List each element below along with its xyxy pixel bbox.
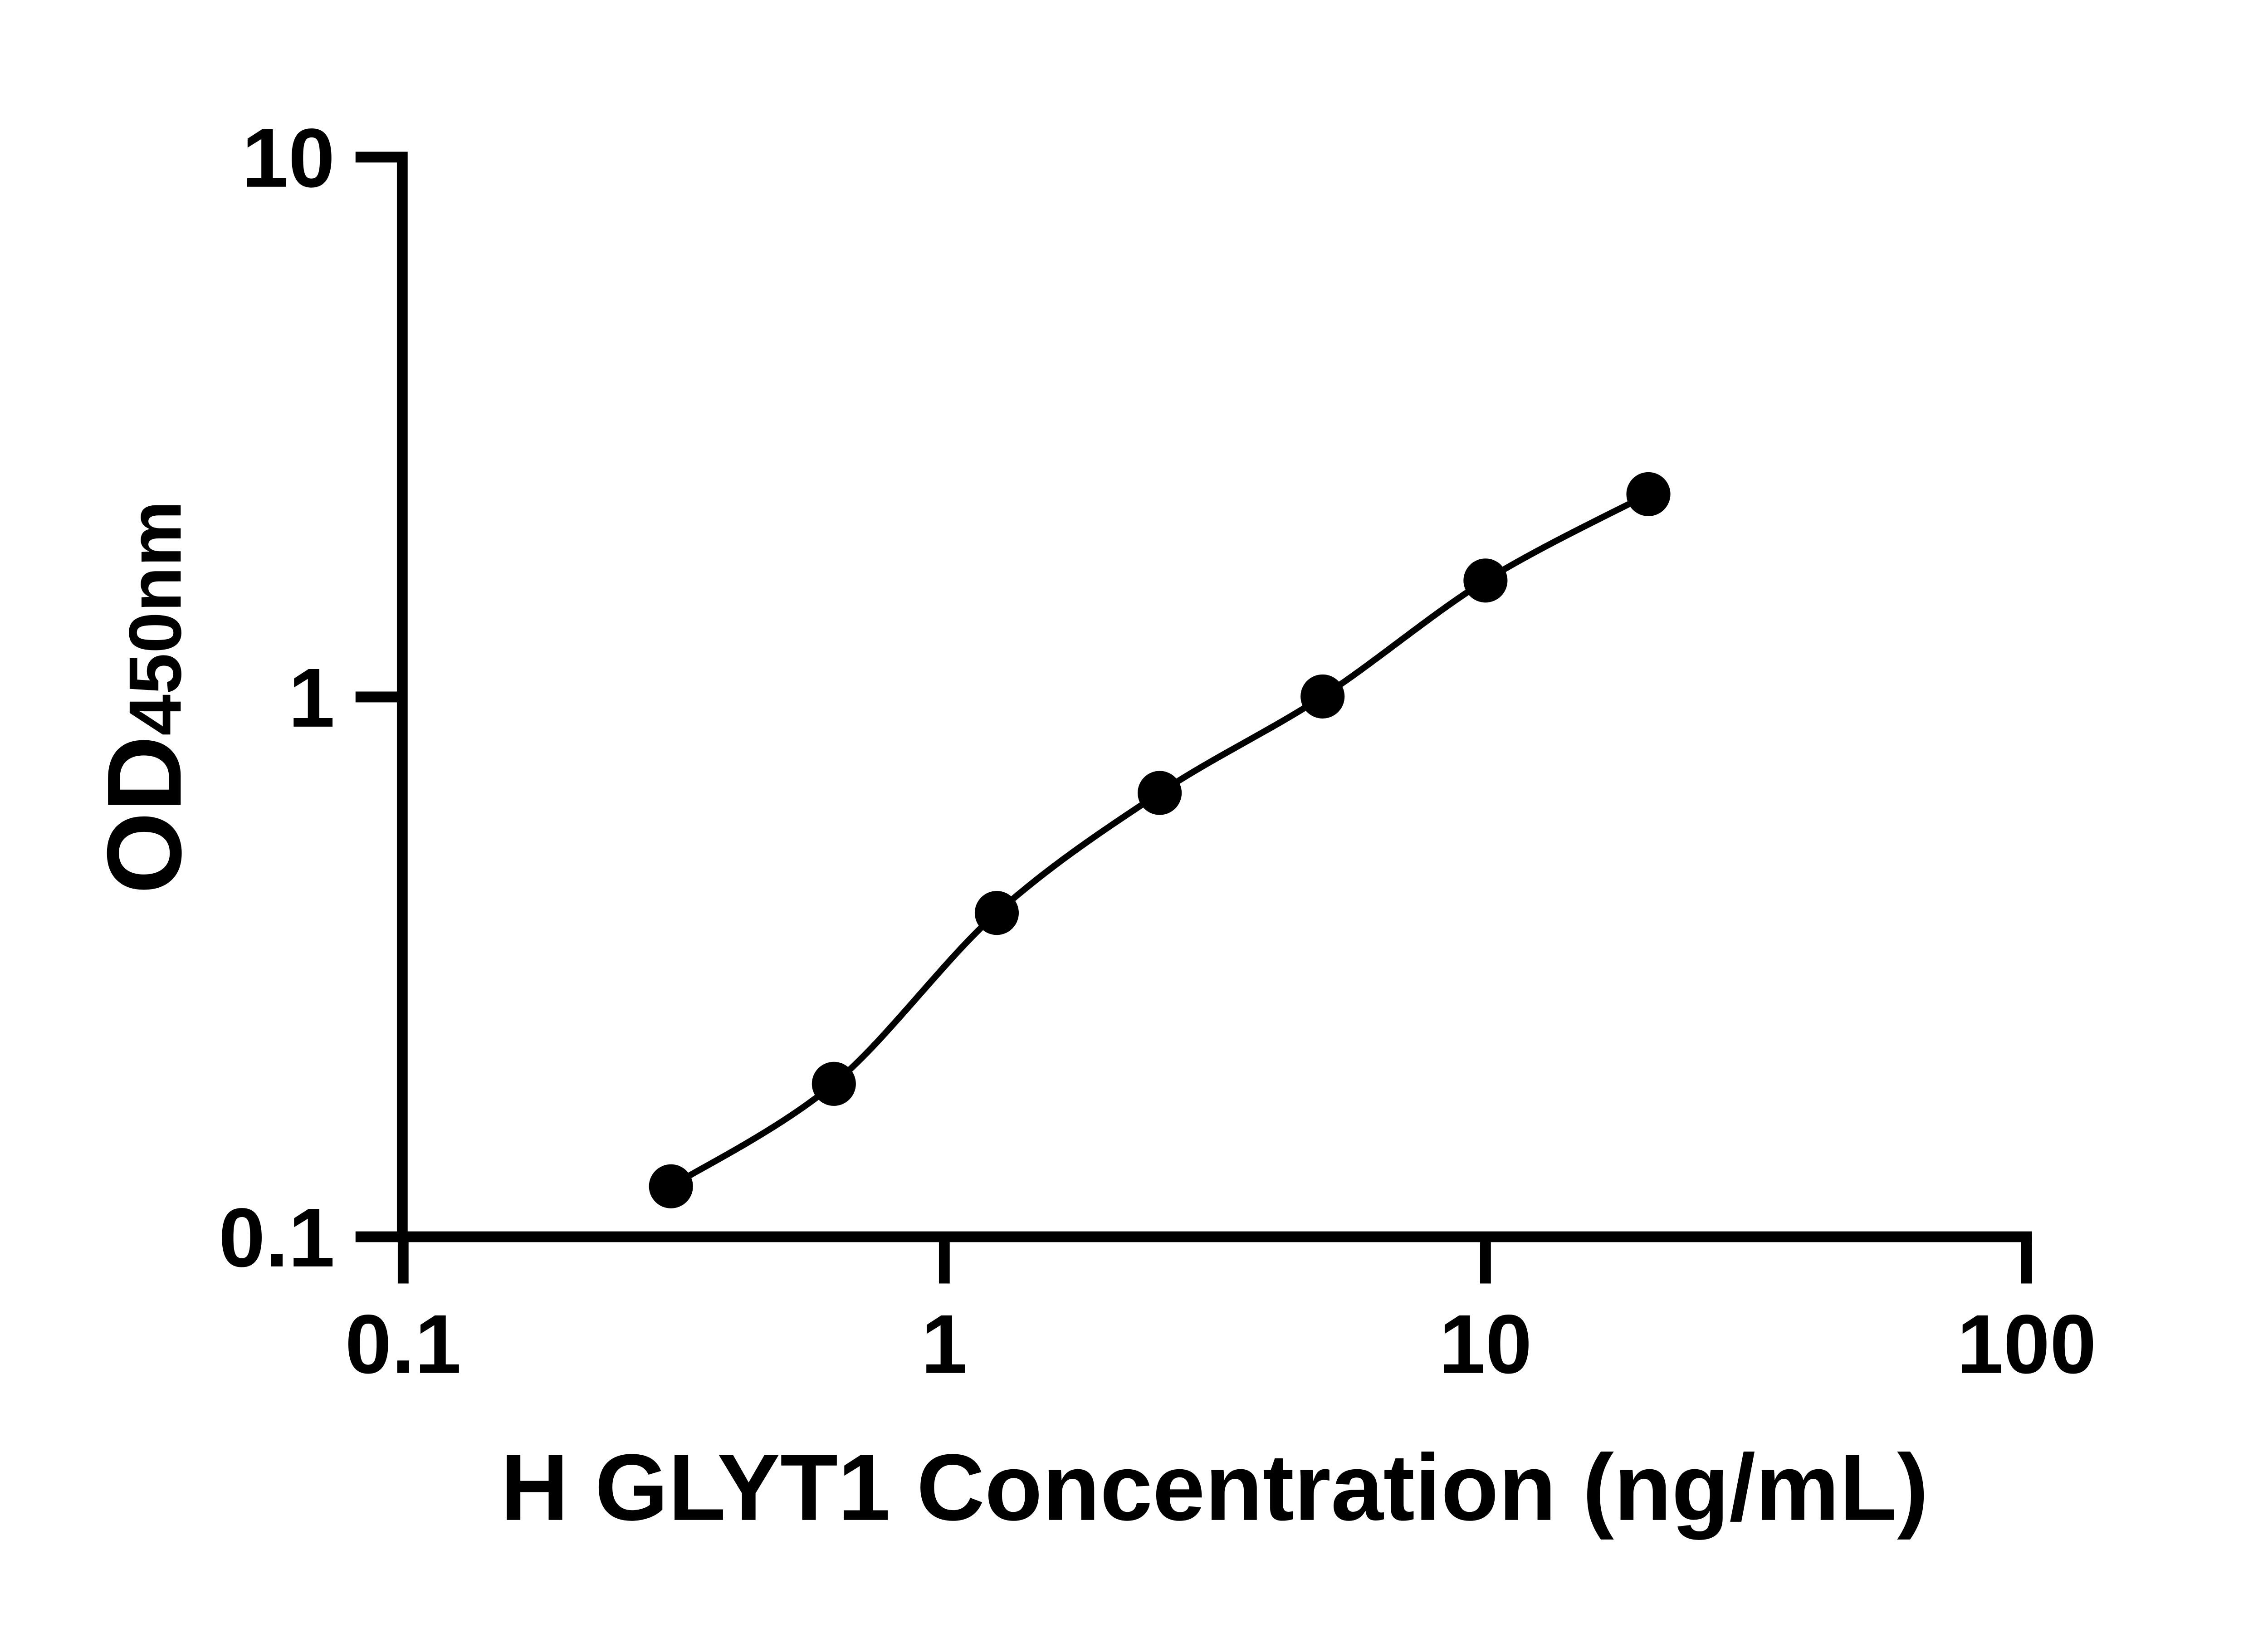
data-point [649, 1164, 693, 1208]
y-axis-title-sub: 450nm [113, 501, 196, 736]
x-tick-label: 0.1 [345, 1298, 461, 1391]
y-tick-label: 0.1 [219, 1191, 335, 1285]
y-tick-label: 1 [288, 651, 335, 745]
data-point [811, 1061, 856, 1106]
x-tick-label: 10 [1439, 1298, 1532, 1391]
x-axis-title: H GLYT1 Concentration (ng/mL) [500, 1435, 1928, 1540]
y-tick-label: 10 [242, 112, 335, 205]
data-point [1138, 771, 1182, 815]
x-tick-label: 1 [921, 1298, 968, 1391]
y-axis-title: OD450nm [85, 501, 203, 894]
x-tick-label: 100 [1957, 1298, 2097, 1391]
data-point [1463, 558, 1508, 603]
y-axis-title-main: OD [85, 736, 203, 894]
data-point [974, 891, 1019, 935]
data-point [1300, 674, 1345, 719]
data-point [1626, 472, 1671, 516]
